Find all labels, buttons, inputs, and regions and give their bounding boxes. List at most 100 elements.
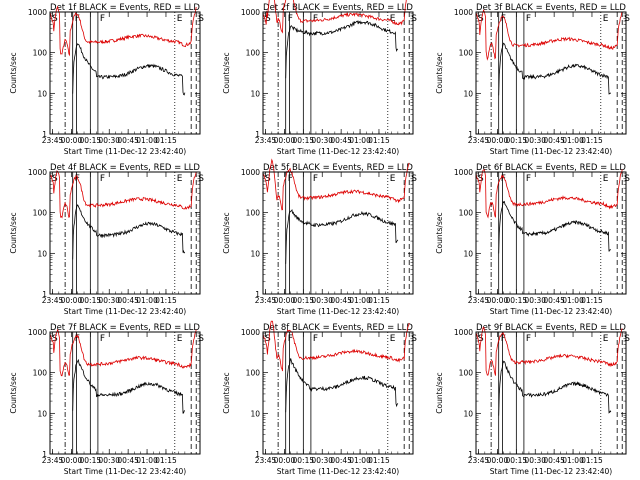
- marker-label: F: [288, 14, 293, 24]
- x-axis-label: Start Time (11-Dec-12 23:42:40): [490, 307, 612, 316]
- detector-panel: Det 9f BLACK = Events, RED = LLD Counts/s…: [435, 323, 630, 476]
- plot-frame: [49, 11, 201, 135]
- marker-label: S: [624, 14, 630, 24]
- events-series-line: [285, 20, 399, 79]
- y-tick-label: 1000: [454, 328, 473, 337]
- detector-panel: Det 1f BLACK = Events, RED = LLD Counts/s…: [9, 3, 204, 156]
- y-tick-label: 10: [463, 249, 473, 258]
- x-tick-label: 00:00: [61, 136, 83, 145]
- y-tick-label: 1000: [241, 8, 260, 17]
- plot-frame: [49, 171, 201, 295]
- panel-title: Det 7f BLACK = Events, RED = LLD: [50, 323, 200, 333]
- events-series-line: [498, 359, 612, 416]
- lld-series-line: [475, 9, 623, 61]
- y-axis-label: Counts/sec: [222, 212, 231, 253]
- y-tick-label: 10: [250, 89, 260, 98]
- lld-series-line: [49, 328, 197, 377]
- events-series-line: [498, 200, 612, 254]
- marker-label: E: [177, 14, 183, 24]
- y-tick-label: 1: [255, 450, 260, 459]
- marker-label: F: [75, 334, 80, 344]
- x-tick-label: 01:00: [349, 136, 371, 145]
- y-tick-label: 1000: [28, 168, 47, 177]
- marker-label: E: [177, 334, 183, 344]
- panel-title: Det 1f BLACK = Events, RED = LLD: [50, 3, 200, 13]
- lld-series-line: [49, 5, 197, 57]
- x-axis-label: Start Time (11-Dec-12 23:42:40): [277, 467, 399, 476]
- x-tick-label: 00:45: [543, 136, 565, 145]
- x-tick-label: 00:45: [543, 456, 565, 465]
- panel-title: Det 6f BLACK = Events, RED = LLD: [476, 163, 626, 173]
- detector-panel: Det 4f BLACK = Events, RED = LLD Counts/s…: [9, 163, 204, 316]
- marker-label: F: [526, 334, 531, 344]
- panel-title: Det 5f BLACK = Events, RED = LLD: [263, 163, 413, 173]
- y-tick-label: 1: [255, 290, 260, 299]
- marker-label: S: [265, 334, 271, 344]
- marker-label: S: [624, 174, 630, 184]
- marker-label: S: [265, 174, 271, 184]
- marker-label: S: [624, 334, 630, 344]
- x-tick-label: 01:15: [155, 456, 177, 465]
- x-tick-label: 00:15: [506, 456, 528, 465]
- x-tick-label: 01:15: [368, 296, 390, 305]
- x-axis-label: Start Time (11-Dec-12 23:42:40): [64, 147, 186, 156]
- marker-label: F: [313, 174, 318, 184]
- plot-frame: [262, 171, 414, 295]
- x-tick-label: 00:45: [117, 136, 139, 145]
- x-tick-label: 00:45: [543, 296, 565, 305]
- marker-label: S: [411, 334, 417, 344]
- x-tick-label: 01:15: [581, 456, 603, 465]
- y-tick-label: 100: [246, 209, 261, 218]
- marker-label: E: [390, 14, 396, 24]
- x-tick-label: 00:45: [330, 296, 352, 305]
- panel-title: Det 8f BLACK = Events, RED = LLD: [263, 323, 413, 333]
- x-axis-label: Start Time (11-Dec-12 23:42:40): [64, 467, 186, 476]
- x-tick-label: 23:45: [42, 136, 64, 145]
- marker-label: S: [198, 174, 204, 184]
- marker-label: E: [603, 14, 609, 24]
- y-tick-label: 1: [468, 450, 473, 459]
- y-tick-label: 1000: [454, 8, 473, 17]
- y-tick-label: 1: [468, 130, 473, 139]
- y-axis-label: Counts/sec: [9, 372, 18, 413]
- x-tick-label: 00:30: [524, 136, 546, 145]
- y-tick-label: 1000: [28, 328, 47, 337]
- marker-label: E: [390, 334, 396, 344]
- y-tick-label: 10: [463, 89, 473, 98]
- y-tick-label: 10: [37, 409, 47, 418]
- detector-panel: Det 3f BLACK = Events, RED = LLD Counts/s…: [435, 3, 630, 156]
- x-tick-label: 00:00: [487, 136, 509, 145]
- detector-panel: Det 2f BLACK = Events, RED = LLD Counts/s…: [222, 0, 417, 156]
- y-tick-label: 1000: [28, 8, 47, 17]
- plot-frame: [475, 171, 627, 295]
- x-tick-label: 00:30: [98, 136, 120, 145]
- y-tick-label: 10: [463, 409, 473, 418]
- marker-label: F: [526, 14, 531, 24]
- marker-label: E: [177, 174, 183, 184]
- x-axis-label: Start Time (11-Dec-12 23:42:40): [277, 307, 399, 316]
- x-tick-label: 00:00: [274, 136, 296, 145]
- x-tick-label: 01:15: [155, 136, 177, 145]
- x-tick-label: 00:30: [311, 296, 333, 305]
- y-axis-label: Counts/sec: [9, 212, 18, 253]
- x-tick-label: 01:15: [155, 296, 177, 305]
- x-tick-label: 01:15: [581, 296, 603, 305]
- plot-frame: [262, 331, 414, 455]
- x-tick-label: 00:15: [80, 136, 102, 145]
- lld-series-line: [49, 170, 197, 219]
- lld-series-line: [475, 326, 623, 376]
- x-tick-label: 01:00: [562, 456, 584, 465]
- marker-label: F: [288, 174, 293, 184]
- detector-panel: Det 8f BLACK = Events, RED = LLD Counts/s…: [222, 320, 417, 476]
- panel-title: Det 9f BLACK = Events, RED = LLD: [476, 323, 626, 333]
- x-tick-label: 00:30: [98, 456, 120, 465]
- marker-label: E: [603, 174, 609, 184]
- x-tick-label: 00:15: [506, 136, 528, 145]
- y-tick-label: 100: [459, 209, 474, 218]
- y-axis-label: Counts/sec: [435, 52, 444, 93]
- x-tick-label: 23:45: [42, 456, 64, 465]
- x-axis-label: Start Time (11-Dec-12 23:42:40): [64, 307, 186, 316]
- y-tick-label: 1000: [241, 168, 260, 177]
- marker-label: F: [501, 14, 506, 24]
